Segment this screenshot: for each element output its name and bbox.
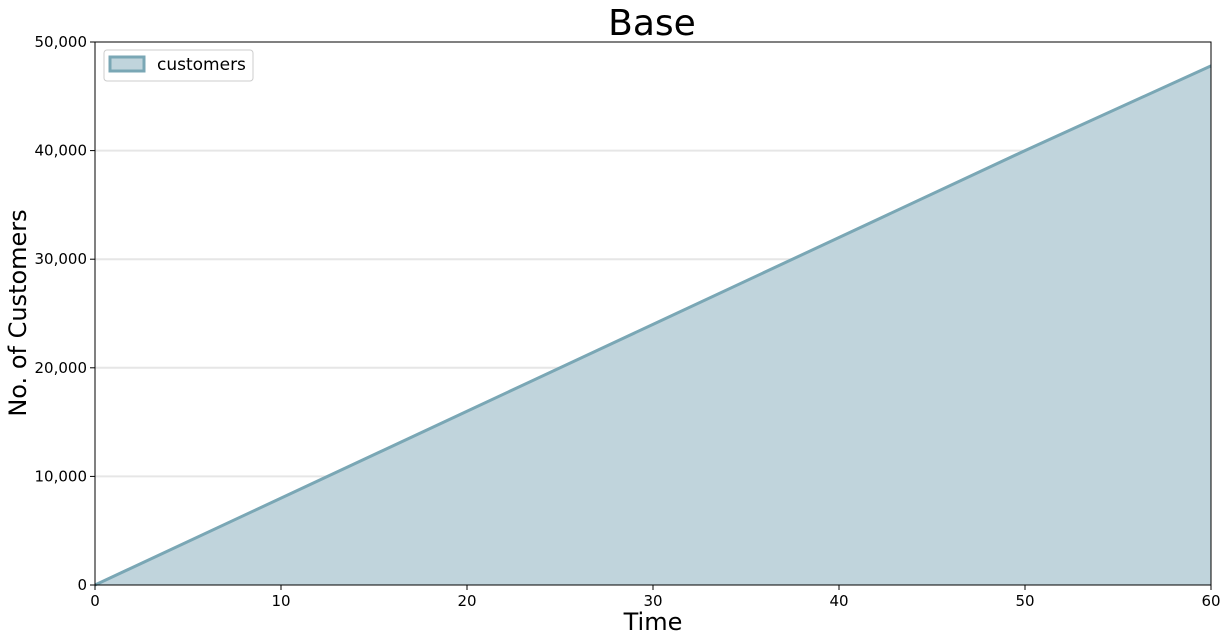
y-tick-label: 50,000 [35,33,88,51]
y-tick-label: 20,000 [35,359,88,377]
legend-swatch [108,55,146,73]
y-tick-label: 0 [77,576,87,594]
x-tick-label: 60 [1201,592,1220,610]
x-tick-label: 50 [1015,592,1034,610]
y-tick-label: 10,000 [35,467,88,485]
legend-label-customers: customers [157,55,246,75]
y-tick-label: 40,000 [35,142,88,160]
chart-title: Base [608,3,696,44]
x-tick-label: 30 [643,592,662,610]
x-tick-label: 10 [271,592,290,610]
series-area [94,64,1212,587]
x-axis: 0 10 20 30 40 50 60 [90,585,1221,610]
x-tick-label: 40 [829,592,848,610]
x-tick-label: 20 [457,592,476,610]
y-tick-label: 30,000 [35,250,88,268]
y-axis: 0 10,000 20,000 30,000 40,000 50,000 [35,33,95,594]
x-tick-label: 0 [90,592,100,610]
series-line-customers [94,64,1212,587]
x-axis-label: Time [623,608,683,636]
legend: customers [103,49,254,82]
y-axis-label: No. of Customers [4,209,32,416]
